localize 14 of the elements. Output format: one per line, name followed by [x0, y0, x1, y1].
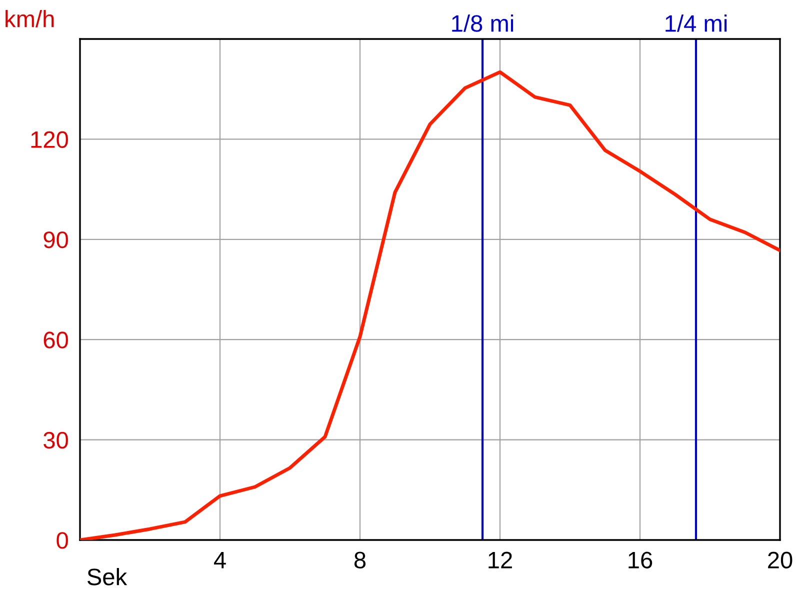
y-tick-label: 90: [44, 231, 68, 248]
y-tick-label: 30: [44, 432, 68, 449]
y-tick-label: 60: [44, 332, 68, 348]
x-axis-title: Sek: [87, 568, 128, 586]
x-tick-label: 16: [628, 552, 652, 568]
y-axis-title: km/h: [6, 10, 54, 28]
x-tick-label: 4: [214, 552, 226, 568]
x-tick-label: 12: [488, 552, 512, 568]
ref-line-label: 1/8 mi: [452, 14, 514, 32]
y-tick-label: 120: [31, 131, 68, 148]
x-tick-label: 20: [768, 552, 792, 568]
ref-line-label: 1/4 mi: [666, 14, 727, 32]
y-tick-label: 0: [56, 532, 68, 549]
x-tick-label: 8: [354, 552, 366, 568]
